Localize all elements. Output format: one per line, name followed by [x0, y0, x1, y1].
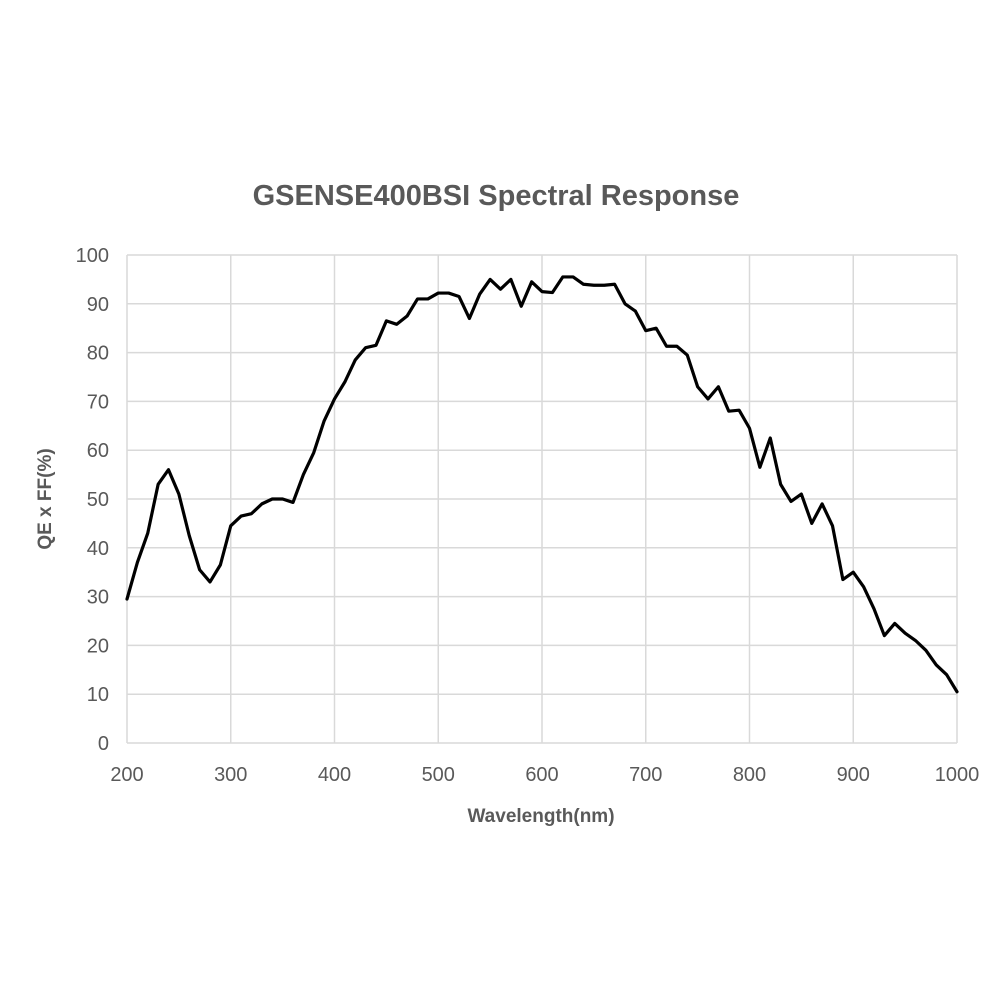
series-line [125, 275, 959, 694]
x-tick-label: 500 [422, 764, 455, 786]
x-tick-label: 700 [629, 764, 662, 786]
y-tick-label: 60 [87, 440, 109, 462]
y-tick-label: 30 [87, 587, 109, 609]
y-tick-label: 50 [87, 489, 109, 511]
y-tick-label: 20 [87, 635, 109, 657]
y-axis-title: QE x FF(%) [35, 448, 56, 549]
y-tick-label: 100 [76, 245, 109, 267]
x-tick-label: 800 [733, 764, 766, 786]
x-axis-title: Wavelength(nm) [467, 806, 614, 827]
y-tick-label: 40 [87, 538, 109, 560]
x-tick-label: 300 [214, 764, 247, 786]
y-tick-label: 80 [87, 343, 109, 365]
x-tick-label: 600 [525, 764, 558, 786]
y-tick-label: 70 [87, 391, 109, 413]
y-tick-label: 90 [87, 294, 109, 316]
x-axis-ticks: 200 300 400 500 600 700 800 900 1000 [110, 764, 979, 786]
x-tick-label: 1000 [935, 764, 980, 786]
chart-title: GSENSE400BSI Spectral Response [253, 180, 740, 212]
x-tick-label: 900 [837, 764, 870, 786]
x-tick-label: 400 [318, 764, 351, 786]
x-tick-label: 200 [110, 764, 143, 786]
y-axis-ticks: 0 10 20 30 40 50 60 70 80 90 100 [76, 245, 109, 755]
y-tick-label: 0 [98, 733, 109, 755]
grid [126, 254, 958, 744]
y-tick-label: 10 [87, 684, 109, 706]
